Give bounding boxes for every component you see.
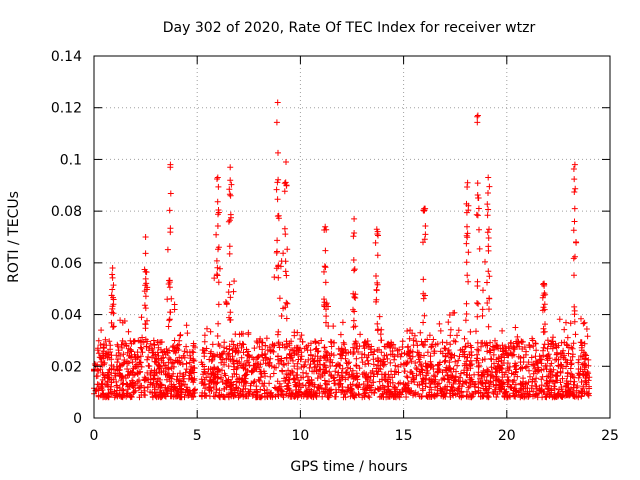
y-tick-label: 0.1 <box>60 152 82 168</box>
x-tick-label: 25 <box>601 428 619 444</box>
x-tick-labels: 0 5 10 15 20 25 <box>90 428 619 444</box>
x-tick-label: 10 <box>291 428 309 444</box>
x-tick-label: 15 <box>395 428 413 444</box>
x-tick-label: 20 <box>498 428 516 444</box>
x-tick-label: 0 <box>90 428 99 444</box>
y-axis-label: ROTI / TECUs <box>6 191 22 283</box>
y-tick-label: 0.08 <box>51 204 82 220</box>
roti-markers <box>91 99 593 401</box>
x-tick-label: 5 <box>193 428 202 444</box>
y-tick-label: 0.04 <box>51 308 82 324</box>
y-tick-label: 0.14 <box>51 49 82 65</box>
grid-lines <box>94 56 610 418</box>
plot-frame <box>93 55 611 419</box>
data-points <box>91 99 593 401</box>
chart-title: Day 302 of 2020, Rate Of TEC Index for r… <box>163 20 536 36</box>
axis-ticks <box>93 55 611 419</box>
y-tick-label: 0.12 <box>51 101 82 117</box>
y-tick-labels: 0 0.02 0.04 0.06 0.08 0.1 0.12 0.14 <box>51 49 82 427</box>
y-tick-label: 0 <box>73 411 82 427</box>
y-tick-label: 0.06 <box>51 256 82 272</box>
y-tick-label: 0.02 <box>51 359 82 375</box>
x-axis-label: GPS time / hours <box>290 459 407 475</box>
